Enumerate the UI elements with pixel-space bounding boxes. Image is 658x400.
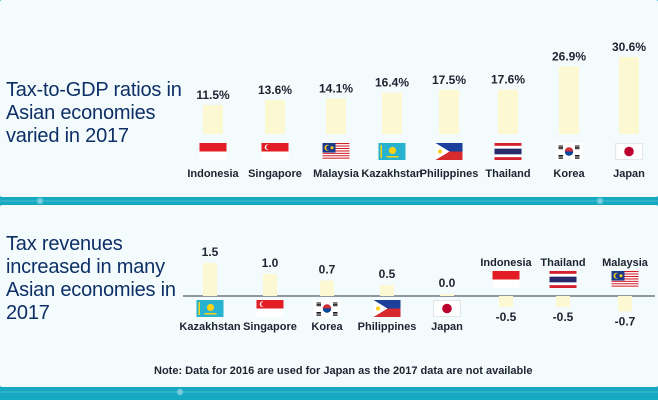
bar-korea: [320, 280, 334, 296]
category-label: Singapore: [248, 168, 302, 180]
singapore-flag: [256, 300, 284, 317]
footnote: Note: Data for 2016 are used for Japan a…: [154, 365, 533, 377]
kazakhstan-flag: [378, 143, 406, 160]
top-chart-panel: [0, 0, 658, 197]
bar-malaysia: [326, 98, 346, 134]
category-label: Indonesia: [480, 257, 532, 269]
category-label: Philippines: [420, 168, 479, 180]
japan-flag: [433, 299, 461, 317]
category-label: Korea: [311, 321, 343, 333]
value-label: 13.6%: [258, 83, 292, 97]
indonesia-flag: [199, 143, 227, 160]
bar-thailand: [556, 296, 570, 307]
bar-kazakhstan: [382, 92, 402, 134]
malaysia-flag: [611, 271, 639, 288]
category-label: Thailand: [485, 168, 530, 180]
bar-malaysia: [618, 296, 632, 312]
chart-title-tax-to-gdp: Tax-to-GDP ratios in Asian economies var…: [6, 79, 182, 147]
category-label: Japan: [613, 168, 645, 180]
kazakhstan-flag: [196, 300, 224, 317]
malaysia-flag: [322, 143, 350, 160]
value-label: 1.0: [262, 256, 279, 270]
indonesia-flag: [492, 271, 520, 288]
bar-indonesia: [203, 105, 223, 134]
category-label: Korea: [553, 168, 585, 180]
value-label: 16.4%: [375, 76, 409, 90]
tax-to-gdp-chart: 11.5% Indonesia 13.6% Singapore 14.1% Malaysi…: [187, 40, 646, 180]
value-label: 17.6%: [491, 73, 525, 87]
category-label: Indonesia: [187, 168, 239, 180]
bar-thailand: [498, 89, 518, 134]
philippines-flag: [435, 143, 463, 160]
value-label: 11.5%: [196, 88, 230, 102]
tax-revenue-change-chart: 1.5 Kazakhstan 1.0 Singapore 0.7 Korea 0.5 Phil…: [179, 245, 655, 333]
category-label: Malaysia: [602, 257, 649, 269]
category-label: Malaysia: [313, 168, 360, 180]
thailand-flag: [549, 271, 577, 288]
category-label: Japan: [431, 321, 463, 333]
value-label: -0.7: [615, 314, 636, 328]
category-label: Kazakhstan: [179, 321, 240, 333]
value-label: 1.5: [202, 245, 219, 259]
singapore-flag: [261, 143, 289, 160]
korea-flag: [555, 143, 583, 160]
korea-flag: [313, 300, 341, 317]
bar-korea: [559, 66, 579, 134]
chart-title-tax-revenues: Tax revenues increased in many Asian eco…: [6, 233, 176, 324]
philippines-flag: [373, 300, 401, 317]
bar-japan: [440, 294, 454, 296]
bar-singapore: [265, 99, 285, 134]
value-label: -0.5: [496, 310, 517, 324]
value-label: 0.5: [379, 267, 396, 281]
bar-japan: [619, 57, 639, 134]
value-label: 0.7: [319, 263, 336, 277]
category-label: Singapore: [243, 321, 297, 333]
value-label: 30.6%: [612, 40, 646, 54]
value-label: 14.1%: [319, 82, 353, 96]
thailand-flag: [494, 143, 522, 160]
value-label: 17.5%: [432, 73, 466, 87]
bar-philippines: [380, 285, 394, 296]
value-label: 26.9%: [552, 49, 586, 63]
category-label: Philippines: [358, 321, 417, 333]
value-label: 0.0: [439, 276, 456, 290]
japan-flag: [615, 143, 643, 161]
bar-indonesia: [499, 296, 513, 307]
bar-philippines: [439, 89, 459, 134]
category-label: Thailand: [540, 257, 585, 269]
value-label: -0.5: [553, 310, 574, 324]
bar-singapore: [263, 274, 277, 296]
bar-kazakhstan: [203, 263, 217, 296]
category-label: Kazakhstan: [361, 168, 422, 180]
